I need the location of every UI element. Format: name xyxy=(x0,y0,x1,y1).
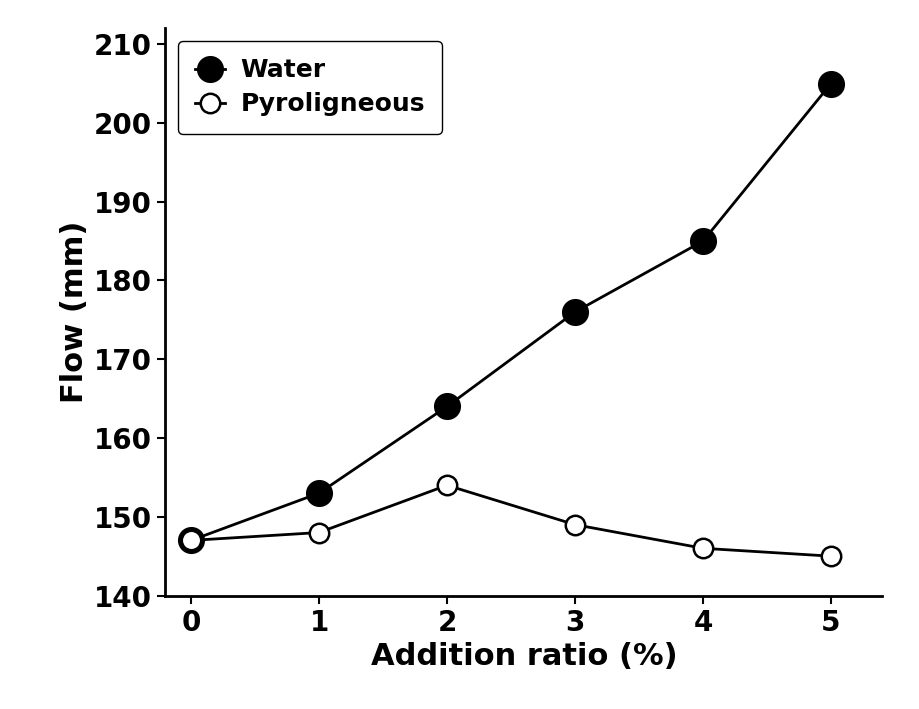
Line: Pyroligneous: Pyroligneous xyxy=(181,476,841,566)
Pyroligneous xyxy=(570,520,581,529)
Water xyxy=(313,489,324,498)
Water xyxy=(698,237,709,245)
Pyroligneous xyxy=(313,528,324,537)
Water xyxy=(570,308,581,316)
Y-axis label: Flow (mm): Flow (mm) xyxy=(60,220,88,403)
Line: Water: Water xyxy=(178,71,844,553)
Water xyxy=(186,536,197,545)
Legend: Water, Pyroligneous: Water, Pyroligneous xyxy=(178,41,442,134)
Pyroligneous xyxy=(825,552,836,560)
Water xyxy=(441,402,452,411)
Pyroligneous xyxy=(698,544,709,552)
Water xyxy=(825,79,836,88)
Pyroligneous xyxy=(441,481,452,489)
X-axis label: Addition ratio (%): Addition ratio (%) xyxy=(370,642,677,671)
Pyroligneous xyxy=(186,536,197,545)
